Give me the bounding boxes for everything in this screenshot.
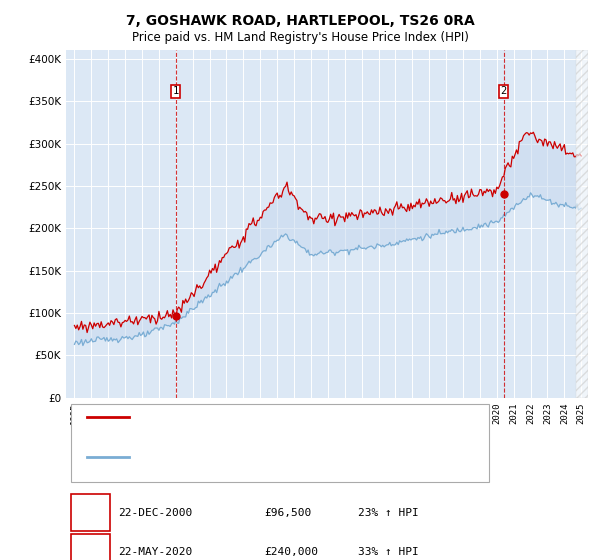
Text: £240,000: £240,000: [265, 547, 319, 557]
Text: £96,500: £96,500: [265, 507, 311, 517]
FancyBboxPatch shape: [71, 404, 489, 482]
Text: HPI: Average price, detached house, Hartlepool: HPI: Average price, detached house, Hart…: [139, 452, 427, 461]
Text: 22-DEC-2000: 22-DEC-2000: [118, 507, 193, 517]
Text: 7, GOSHAWK ROAD, HARTLEPOOL, TS26 0RA: 7, GOSHAWK ROAD, HARTLEPOOL, TS26 0RA: [125, 14, 475, 28]
Text: 22-MAY-2020: 22-MAY-2020: [118, 547, 193, 557]
Text: 23% ↑ HPI: 23% ↑ HPI: [358, 507, 419, 517]
FancyBboxPatch shape: [71, 534, 110, 560]
FancyBboxPatch shape: [71, 494, 110, 531]
Text: 1: 1: [87, 507, 94, 517]
Text: Price paid vs. HM Land Registry's House Price Index (HPI): Price paid vs. HM Land Registry's House …: [131, 31, 469, 44]
Text: 1: 1: [173, 86, 179, 96]
Text: 33% ↑ HPI: 33% ↑ HPI: [358, 547, 419, 557]
Text: 7, GOSHAWK ROAD, HARTLEPOOL, TS26 0RA (detached house): 7, GOSHAWK ROAD, HARTLEPOOL, TS26 0RA (d…: [139, 412, 476, 422]
Text: 2: 2: [87, 547, 94, 557]
Text: 2: 2: [500, 86, 506, 96]
